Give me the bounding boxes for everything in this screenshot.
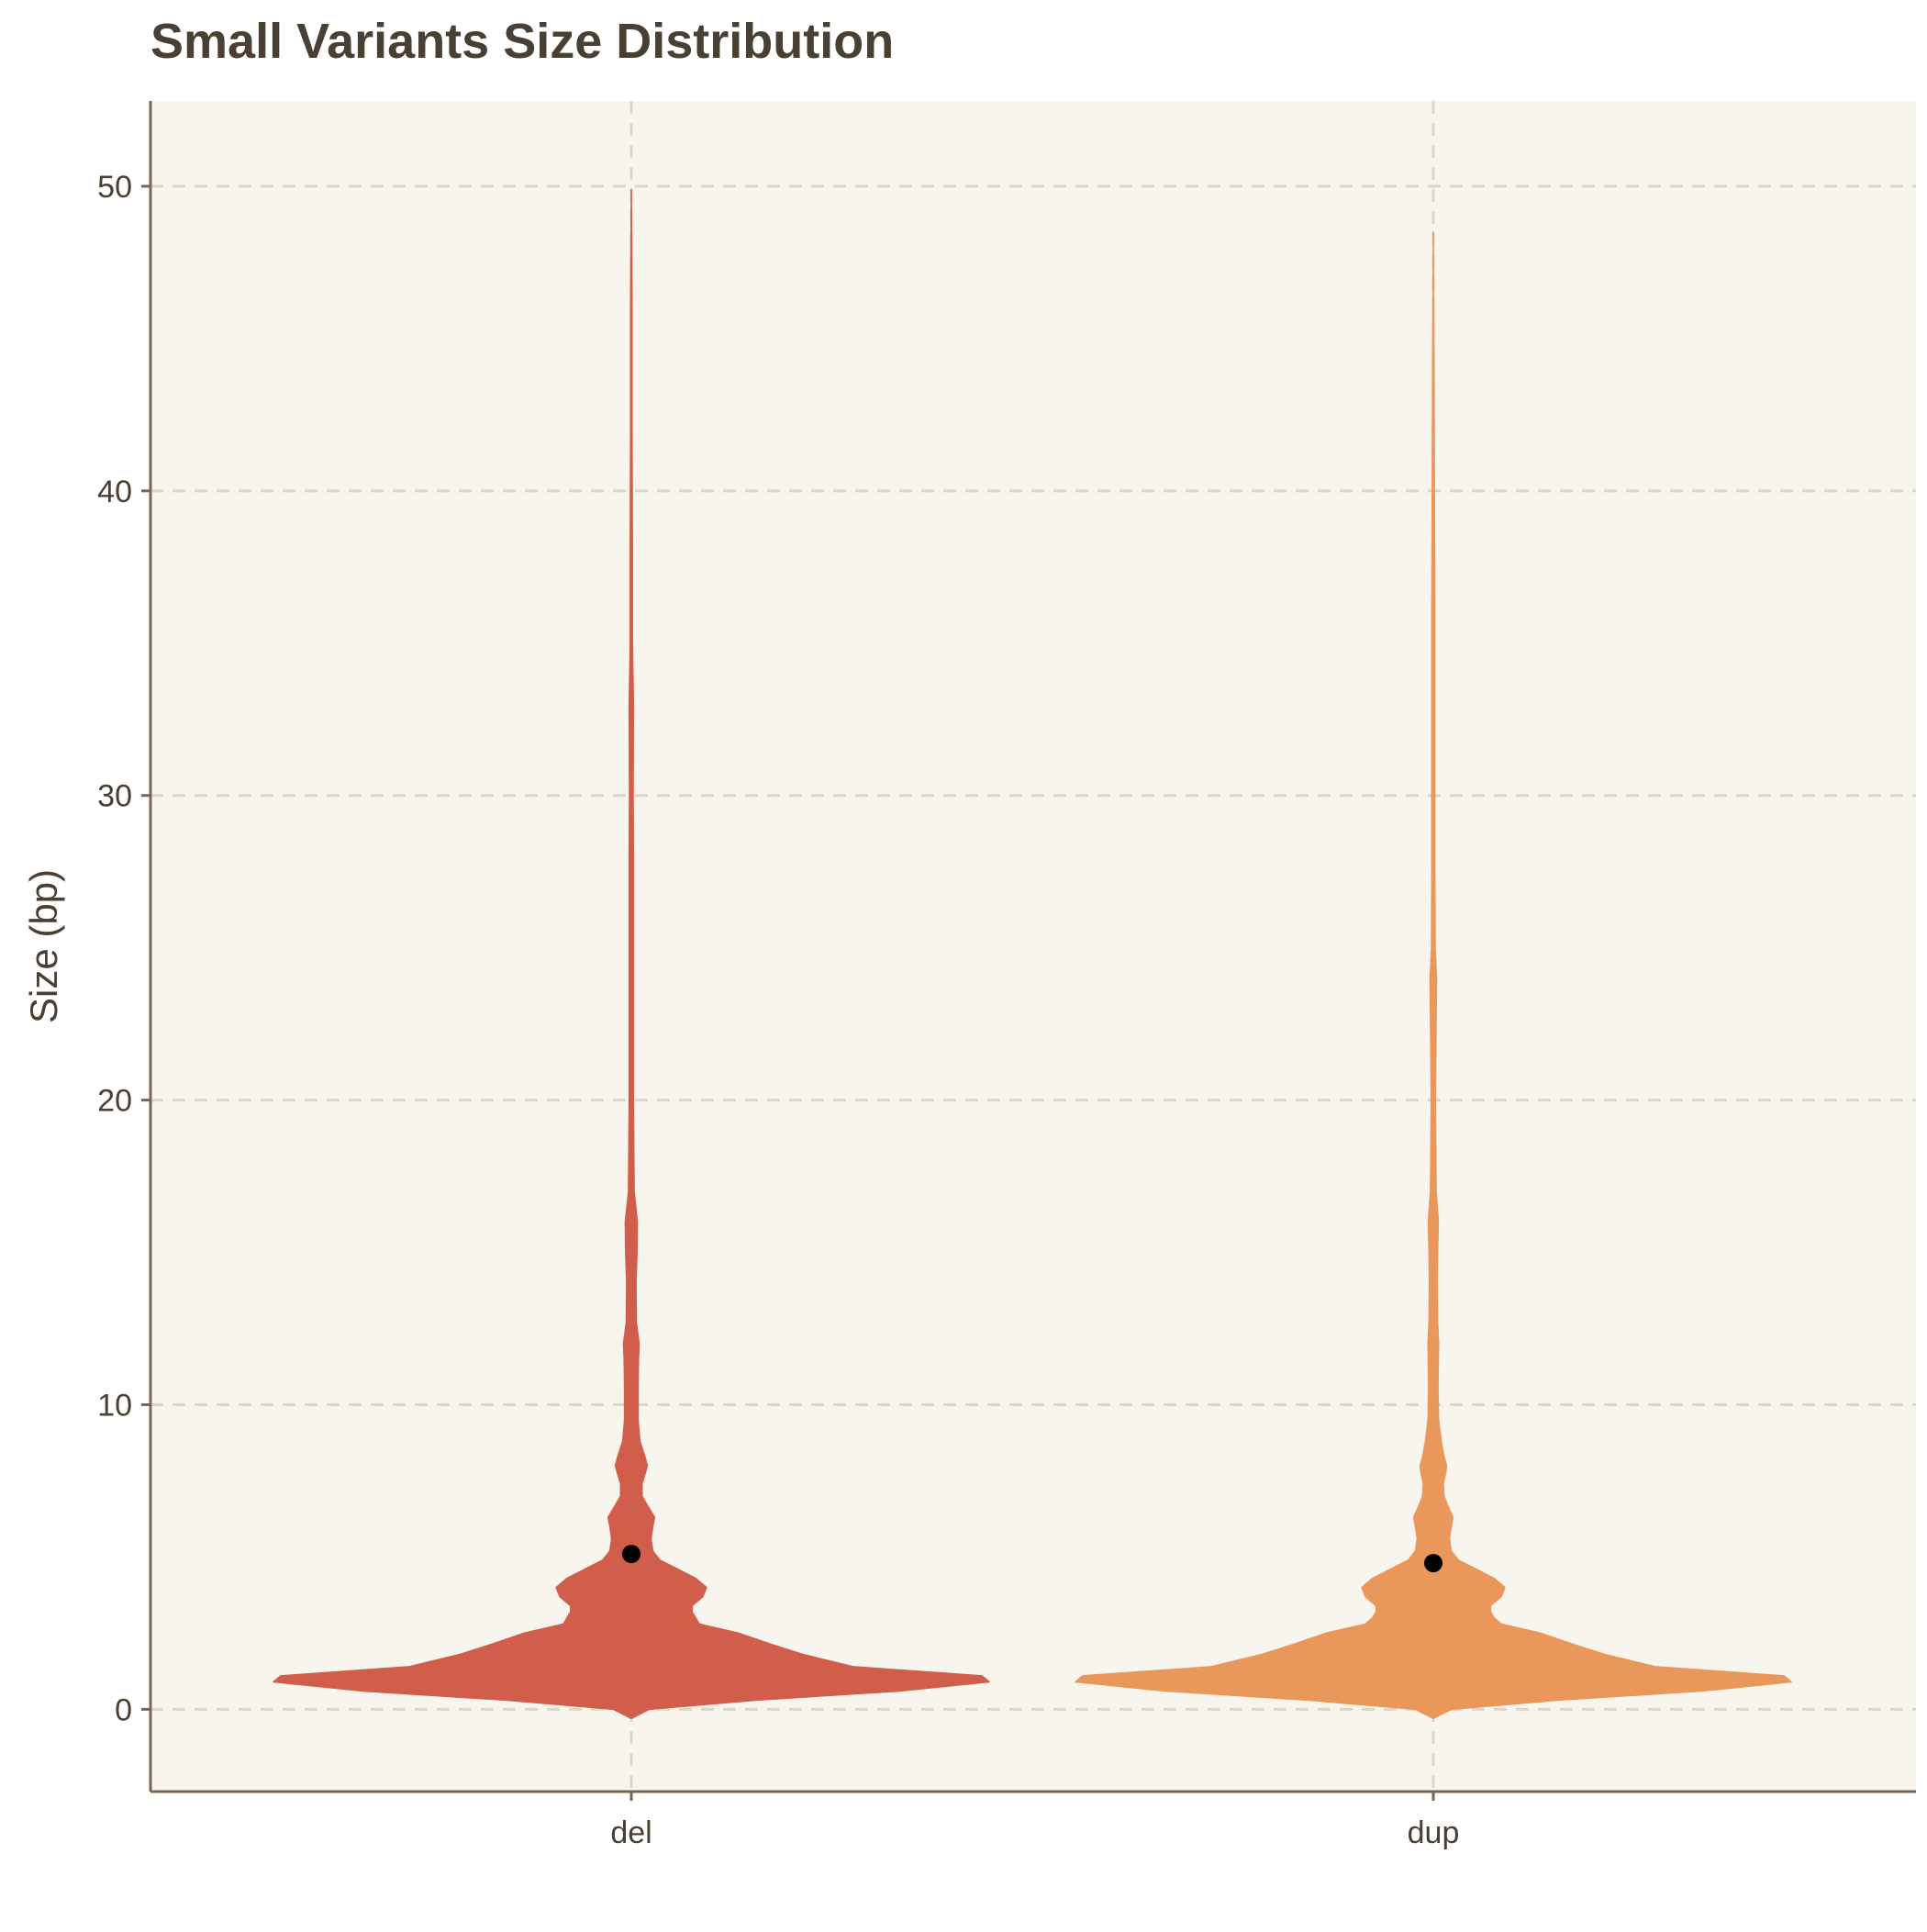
violin-del [273,188,990,1720]
chart-title: Small Variants Size Distribution [150,14,895,69]
plot-panel [150,101,1916,1792]
violin-dup [1075,230,1792,1720]
x-tick-label: del [610,1815,652,1850]
y-axis-title: Size (bp) [22,869,65,1023]
y-tick-label: 30 [97,779,132,814]
mean-point-del [622,1545,640,1564]
y-tick-label: 10 [97,1388,132,1423]
y-tick-label: 50 [97,170,132,205]
y-tick-label: 20 [97,1084,132,1119]
x-tick-label: dup [1408,1815,1460,1850]
y-tick-label: 40 [97,475,132,509]
mean-point-dup [1424,1554,1442,1573]
y-tick-label: 0 [115,1692,132,1727]
